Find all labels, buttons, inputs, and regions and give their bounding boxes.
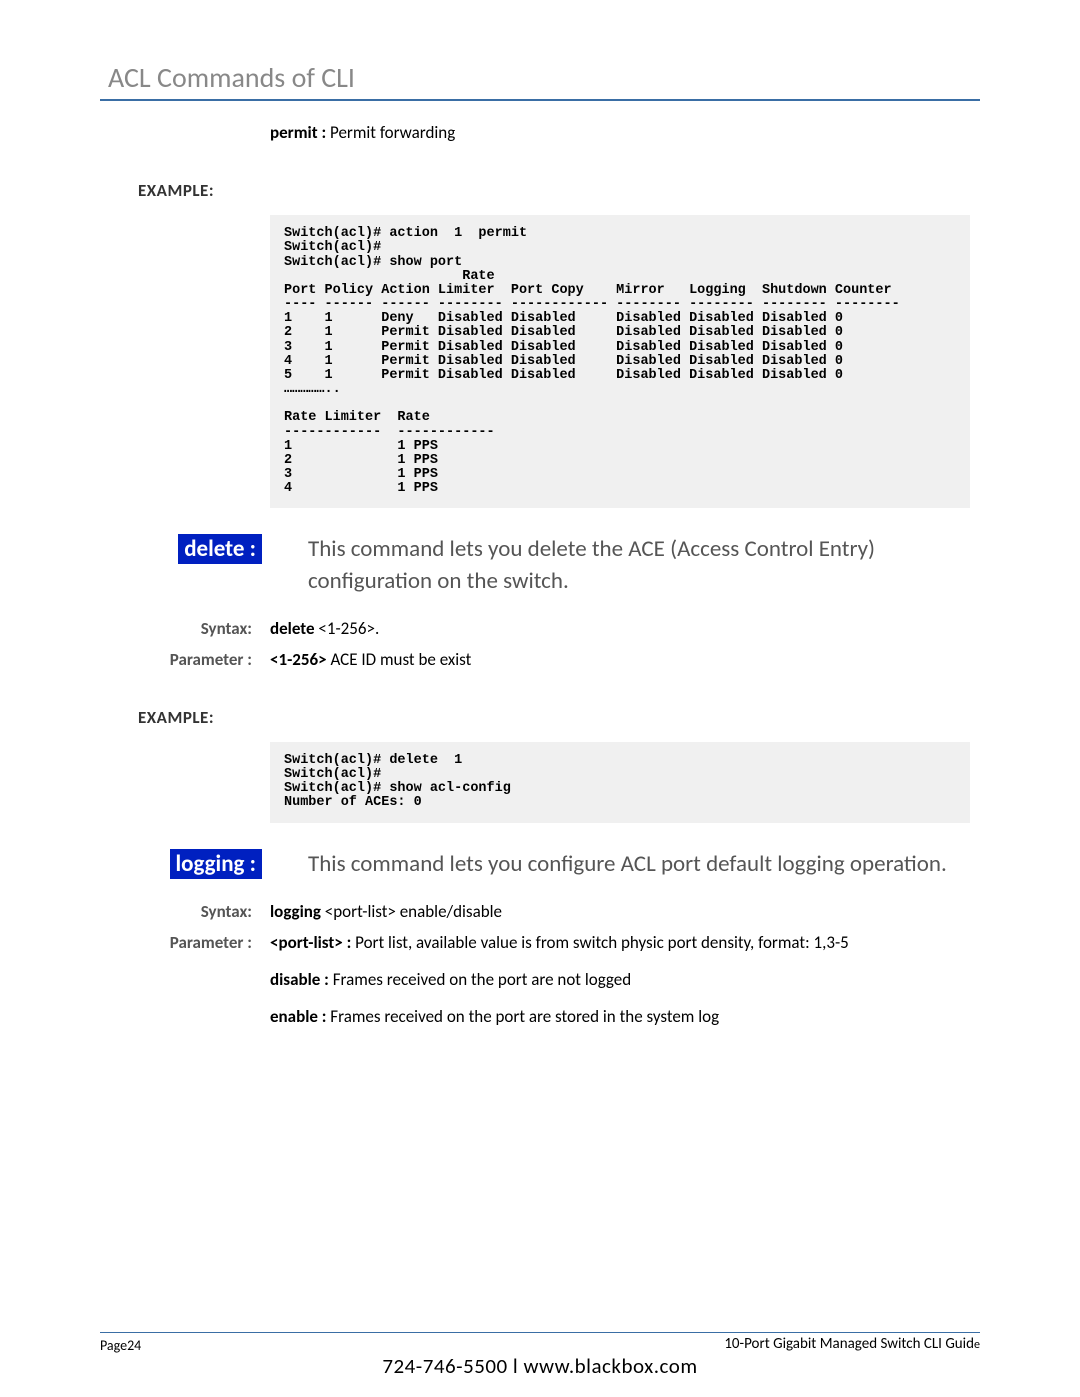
logging-syntax: logging <port-list> enable/disable	[270, 898, 980, 925]
code-block-2: Switch(acl)# delete 1 Switch(acl)# Switc…	[270, 742, 970, 823]
syntax-label: Syntax:	[100, 615, 270, 642]
logging-desc: This command lets you configure ACL port…	[308, 849, 980, 880]
page-title: ACL Commands of CLI	[100, 60, 980, 95]
logging-badge-col: logging :	[100, 849, 308, 879]
page-body: ACL Commands of CLI permit : Permit forw…	[0, 0, 1080, 1030]
logging-p3-bold: enable :	[270, 1006, 326, 1027]
logging-p3-rest: Frames received on the port are stored i…	[326, 1006, 719, 1027]
delete-syntax-rest: <1-256>.	[315, 618, 380, 639]
logging-param-row: Parameter : <port-list> : Port list, ava…	[100, 929, 980, 1031]
delete-param: <1-256> ACE ID must be exist	[270, 646, 980, 673]
logging-p2-rest: Frames received on the port are not logg…	[329, 969, 631, 990]
contact-line: 724-746-5500 l www.blackbox.com	[100, 1353, 980, 1379]
guide-main: 10-Port Gigabit Managed Switch CLI Guid	[724, 1335, 974, 1353]
logging-badge: logging :	[170, 849, 262, 879]
logging-param-label: Parameter :	[100, 929, 270, 956]
permit-row: permit : Permit forwarding	[100, 119, 980, 146]
delete-syntax-bold: delete	[270, 618, 315, 639]
footer: Page24 10-Port Gigabit Managed Switch CL…	[100, 1333, 980, 1373]
page-number: Page24	[100, 1337, 141, 1354]
example-header-1: EXAMPLE:	[138, 180, 980, 201]
logging-syntax-rest: <port-list> enable/disable	[321, 901, 502, 922]
logging-syntax-bold: logging	[270, 901, 321, 922]
logging-cmd-row: logging : This command lets you configur…	[100, 849, 980, 880]
guide-name: 10-Port Gigabit Managed Switch CLI Guide	[724, 1335, 980, 1353]
delete-badge: delete :	[178, 534, 262, 564]
logging-params: <port-list> : Port list, available value…	[270, 929, 980, 1031]
delete-badge-col: delete :	[100, 534, 308, 564]
logging-p2-bold: disable :	[270, 969, 329, 990]
permit-bold: permit :	[270, 122, 326, 143]
delete-cmd-row: delete : This command lets you delete th…	[100, 534, 980, 596]
permit-rest: Permit forwarding	[326, 122, 455, 143]
delete-syntax: delete <1-256>.	[270, 615, 980, 642]
permit-text: permit : Permit forwarding	[270, 119, 980, 146]
title-rule	[100, 99, 980, 101]
delete-syntax-row: Syntax: delete <1-256>.	[100, 615, 980, 642]
logging-syntax-row: Syntax: logging <port-list> enable/disab…	[100, 898, 980, 925]
logging-p1-rest: Port list, available value is from switc…	[351, 932, 849, 953]
delete-desc: This command lets you delete the ACE (Ac…	[308, 534, 980, 596]
logging-p2: disable : Frames received on the port ar…	[270, 966, 980, 993]
delete-param-rest: ACE ID must be exist	[327, 649, 472, 670]
guide-sub: e	[974, 1338, 980, 1352]
logging-p1: <port-list> : Port list, available value…	[270, 929, 980, 956]
logging-p1-bold: <port-list> :	[270, 932, 351, 953]
example-header-2: EXAMPLE:	[138, 707, 980, 728]
param-label: Parameter :	[100, 646, 270, 673]
logging-syntax-label: Syntax:	[100, 898, 270, 925]
delete-param-row: Parameter : <1-256> ACE ID must be exist	[100, 646, 980, 673]
logging-p3: enable : Frames received on the port are…	[270, 1003, 980, 1030]
code-block-1: Switch(acl)# action 1 permit Switch(acl)…	[270, 215, 970, 508]
delete-param-bold: <1-256>	[270, 649, 327, 670]
